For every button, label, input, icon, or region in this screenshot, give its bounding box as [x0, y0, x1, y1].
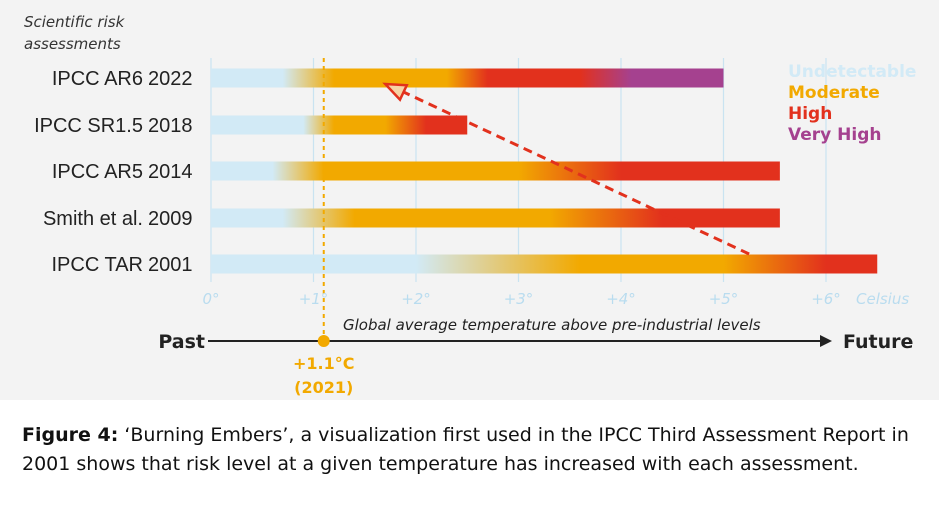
- row-label-assessment: Smith et al.: [43, 208, 143, 230]
- chart-header-line-2: assessments: [24, 35, 121, 53]
- row-label-year: 2001: [148, 254, 193, 276]
- x-unit-label: Celsius: [856, 290, 909, 308]
- legend-item: Very High: [788, 125, 881, 145]
- row-label-assessment: IPCC AR5: [52, 161, 143, 183]
- x-axis-label: Global average temperature above pre-ind…: [343, 316, 761, 334]
- marker-dot: [317, 335, 330, 347]
- trend-arrow-head: [382, 82, 409, 102]
- row-label-year: 2009: [148, 208, 193, 230]
- trend-arrow-line: [398, 88, 750, 256]
- legend-item: Moderate: [788, 83, 880, 103]
- timeline-future-label: Future: [843, 331, 913, 353]
- ember-bar: [211, 254, 878, 274]
- ember-bar: [211, 161, 780, 181]
- ember-bar: [211, 115, 468, 135]
- row-label-year: 2018: [148, 115, 193, 137]
- marker-value-label: +1.1°C: [293, 354, 355, 373]
- chart-header-line-1: Scientific risk: [24, 13, 126, 31]
- row-label-assessment: IPCC SR1.5: [34, 115, 143, 137]
- row-label-assessment: IPCC AR6: [52, 68, 143, 90]
- x-tick-label: +6°: [811, 290, 841, 308]
- ember-bar: [211, 208, 780, 228]
- x-tick-label: +2°: [401, 290, 431, 308]
- burning-embers-chart: Scientific risk assessments IPCC AR6 2022…: [24, 13, 916, 397]
- ember-bar: [211, 68, 724, 88]
- x-tick-label: +4°: [606, 290, 636, 308]
- caption-label: Figure 4:: [22, 424, 119, 446]
- timeline-arrowhead: [820, 335, 832, 347]
- row-label-year: 2014: [148, 161, 193, 183]
- x-tick-label: +1°: [299, 290, 329, 308]
- x-tick-label: +5°: [709, 290, 739, 308]
- row-label-year: 2022: [148, 68, 193, 90]
- caption-text: ‘Burning Embers’, a visualization first …: [22, 424, 909, 475]
- x-tick-label: 0°: [202, 290, 219, 308]
- legend-item: High: [788, 104, 832, 124]
- figure-caption: Figure 4: ‘Burning Embers’, a visualizat…: [22, 421, 922, 479]
- marker-year-label: (2021): [294, 378, 353, 397]
- figure-panel: Scientific risk assessments IPCC AR6 2022…: [0, 0, 939, 400]
- legend-item: Undetectable: [788, 62, 916, 82]
- x-tick-label: +3°: [504, 290, 534, 308]
- row-label-assessment: IPCC TAR: [52, 254, 144, 276]
- timeline-past-label: Past: [158, 331, 205, 353]
